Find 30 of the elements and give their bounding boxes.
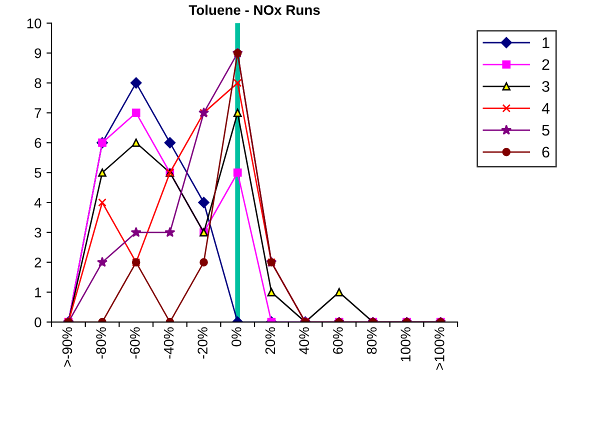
y-tick-label: 2 <box>34 258 42 268</box>
legend-label: 3 <box>542 81 550 92</box>
x-tick-label: >-90% <box>62 327 72 367</box>
legend-label: 4 <box>542 103 550 114</box>
legend-label: 1 <box>542 37 550 48</box>
x-tick-label: >100% <box>434 327 444 370</box>
y-tick-label: 9 <box>34 48 42 58</box>
y-tick-label: 6 <box>34 138 42 148</box>
x-tick-label: 40% <box>299 327 309 354</box>
x-tick-label: 100% <box>400 327 411 362</box>
x-tick-label: -80% <box>96 327 106 359</box>
y-tick-label: 5 <box>34 168 42 178</box>
legend-label: 5 <box>542 124 550 136</box>
y-tick-label: 3 <box>34 228 42 238</box>
y-tick-label: 10 <box>27 18 42 28</box>
y-tick-label: 7 <box>34 108 42 118</box>
legend-label: 2 <box>542 59 550 70</box>
x-tick-label: -60% <box>130 327 140 359</box>
x-tick-label: 80% <box>366 327 377 354</box>
y-tick-label: 0 <box>34 317 42 328</box>
x-tick-label: 20% <box>265 327 276 354</box>
y-tick-label: 8 <box>34 78 42 88</box>
legend-label: 6 <box>542 146 550 158</box>
x-tick-label: 60% <box>333 327 343 354</box>
x-tick-label: -20% <box>198 327 208 359</box>
y-tick-label: 1 <box>35 288 42 298</box>
x-tick-label: -40% <box>164 327 174 359</box>
chart-title: Toluene - NOx Runs <box>188 4 320 15</box>
x-tick-label: 0% <box>231 327 242 346</box>
y-tick-label: 4 <box>34 198 42 208</box>
